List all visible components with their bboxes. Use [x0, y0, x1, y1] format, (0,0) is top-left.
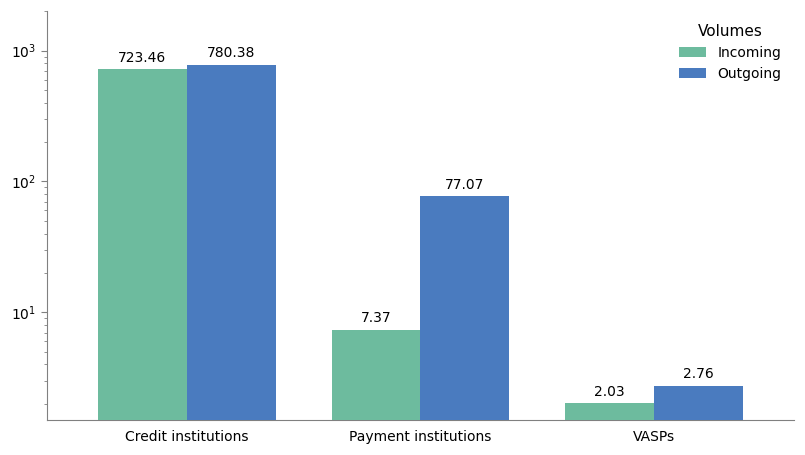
Bar [565, 403, 654, 455]
Bar [98, 69, 187, 455]
Text: 2.76: 2.76 [683, 367, 713, 381]
Bar [420, 196, 509, 455]
Text: 77.07: 77.07 [445, 178, 485, 192]
Bar [654, 385, 742, 455]
Bar [332, 330, 420, 455]
Legend: Incoming, Outgoing: Incoming, Outgoing [673, 18, 787, 86]
Text: 723.46: 723.46 [118, 51, 167, 65]
Bar [187, 65, 275, 455]
Text: 7.37: 7.37 [361, 311, 391, 325]
Text: 780.38: 780.38 [207, 46, 255, 60]
Text: 2.03: 2.03 [594, 384, 625, 399]
